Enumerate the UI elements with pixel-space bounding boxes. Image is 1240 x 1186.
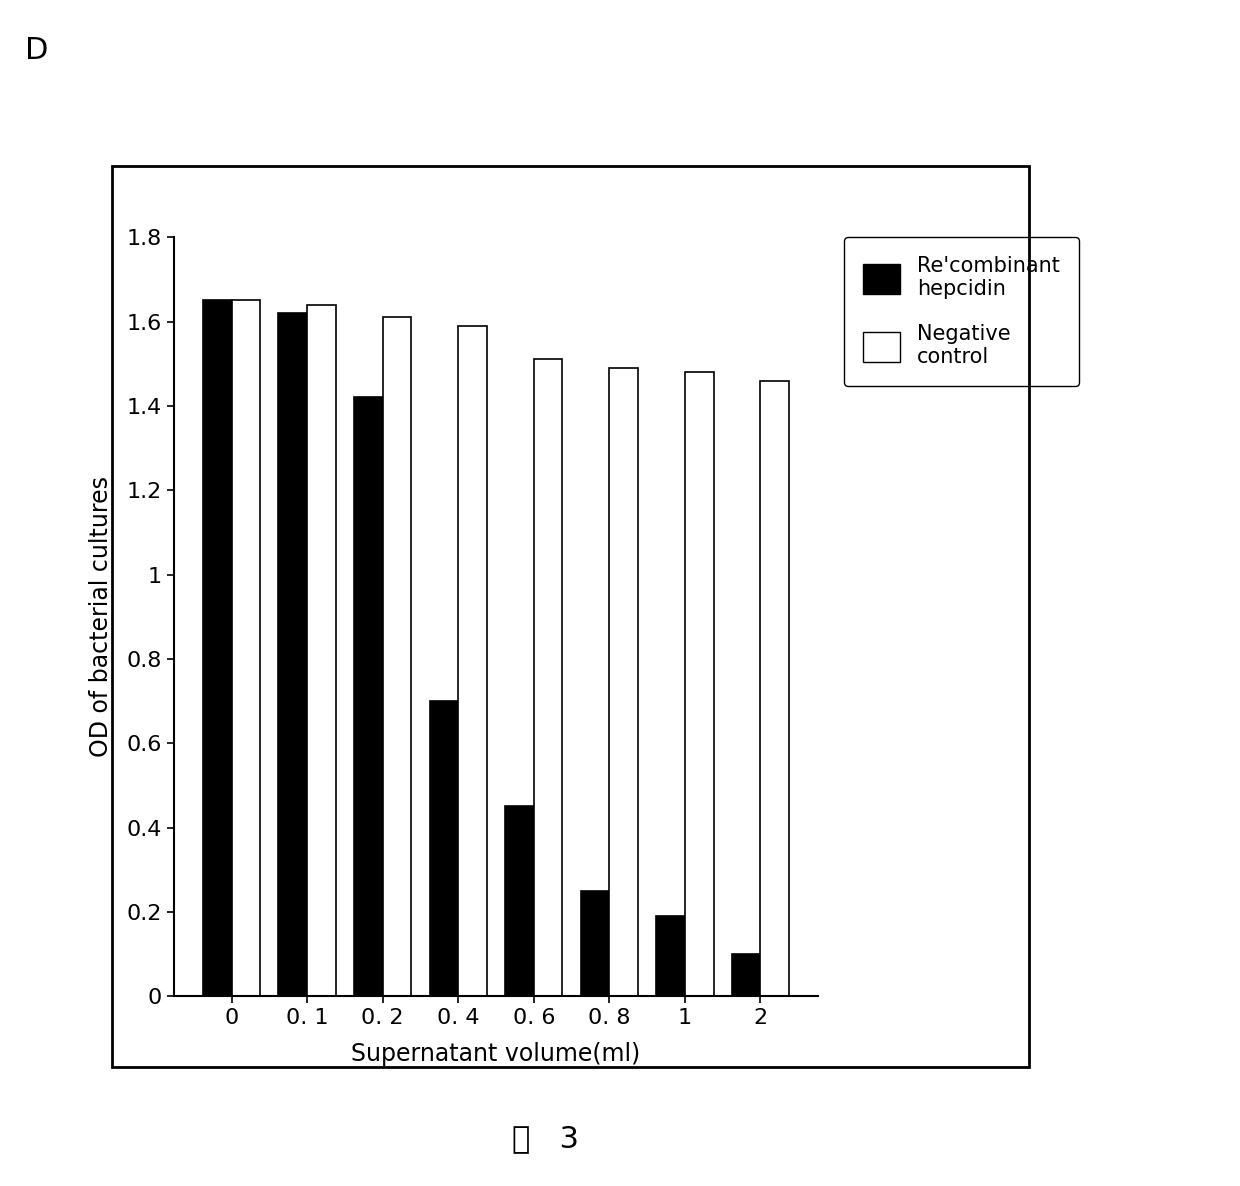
Text: 图   3: 图 3 [512, 1124, 579, 1153]
Bar [232, 300, 260, 996]
Bar [684, 372, 713, 996]
Bar [429, 701, 459, 996]
Bar [353, 397, 383, 996]
Bar [580, 891, 609, 996]
X-axis label: Supernatant volume(ml): Supernatant volume(ml) [351, 1042, 641, 1066]
Bar [732, 954, 760, 996]
Y-axis label: OD of bacterial cultures: OD of bacterial cultures [88, 477, 113, 757]
Bar [505, 806, 533, 996]
Bar [203, 300, 232, 996]
Bar [308, 305, 336, 996]
Text: D: D [25, 36, 48, 64]
Bar [533, 359, 563, 996]
Bar [609, 368, 639, 996]
Bar [760, 381, 789, 996]
Legend: Re'combinant
hepcidin, Negative
control: Re'combinant hepcidin, Negative control [844, 237, 1079, 387]
Bar [656, 916, 684, 996]
Bar [279, 313, 308, 996]
Bar [459, 326, 487, 996]
Bar [383, 318, 412, 996]
